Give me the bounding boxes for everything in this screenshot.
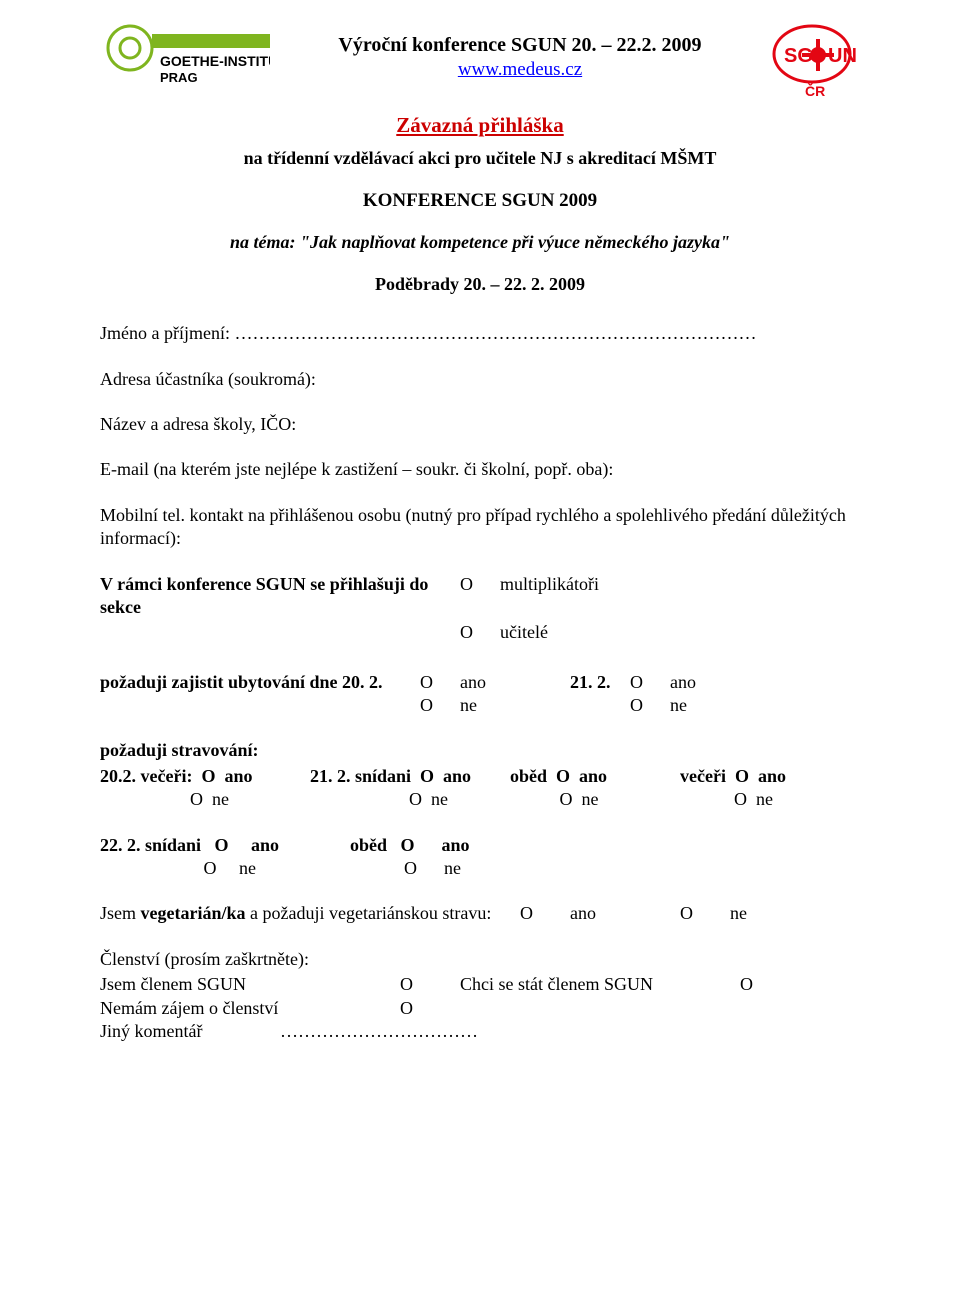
field-email: E-mail (na kterém jste nejlépe k zastiže… [100, 458, 860, 481]
strav-20-veceri-ne[interactable]: O ne [100, 788, 310, 811]
membership-row1: Jsem členem SGUN O Chci se stát členem S… [100, 973, 860, 996]
svg-text:ČR: ČR [805, 82, 825, 99]
svg-text:GOETHE-INSTITUT: GOETHE-INSTITUT [160, 53, 270, 69]
ubytovani-row1: požaduji zajistit ubytování dne 20. 2. O… [100, 671, 860, 694]
field-adresa: Adresa účastníka (soukromá): [100, 368, 860, 391]
veg-pre: Jsem [100, 903, 141, 923]
conference-theme: na téma: "Jak naplňovat kompetence při v… [100, 231, 860, 254]
strav-21-snidani-ano[interactable]: 21. 2. snídani O ano [310, 765, 510, 788]
sekce-o2[interactable]: O [460, 621, 500, 644]
memb-r1: Chci se stát členem SGUN [460, 973, 740, 996]
strav-22-snidani-ano[interactable]: 22. 2. snídani O ano [100, 834, 350, 857]
conference-dates: Poděbrady 20. – 22. 2. 2009 [100, 273, 860, 296]
sekce-label: V rámci konference SGUN se přihlašuji do… [100, 573, 460, 620]
strav-20-veceri-ano[interactable]: 20.2. večeři: O ano [100, 765, 310, 788]
strav-21-obed-ano[interactable]: oběd O ano [510, 765, 680, 788]
strav-r2b: O ne O ne [100, 857, 860, 880]
memb-other: Jiný komentář [100, 1020, 280, 1043]
veg-row: Jsem vegetarián/ka a požaduji vegetarián… [100, 902, 860, 925]
membership-header: Členství (prosím zaškrtněte): [100, 948, 860, 971]
veg-o-ano[interactable]: O [520, 902, 570, 925]
veg-label: Jsem vegetarián/ka a požaduji vegetarián… [100, 902, 520, 925]
page-header: GOETHE-INSTITUT PRAG Výroční konference … [100, 22, 860, 102]
sekce-opt2: učitelé [500, 621, 640, 644]
memb-l1: Jsem členem SGUN [100, 973, 400, 996]
ub-ano1: ano [460, 671, 570, 694]
ub-ano2: ano [670, 671, 780, 694]
strav-22-obed-ano[interactable]: oběd O ano [350, 834, 550, 857]
sekce-o1[interactable]: O [460, 573, 500, 620]
field-skola: Název a adresa školy, IČO: [100, 413, 860, 436]
stravovani-header: požaduji stravování: [100, 739, 860, 762]
ubytovani-row2: O ne O ne [100, 694, 860, 717]
subtitle: na třídenní vzdělávací akci pro učitele … [100, 147, 860, 170]
membership-row2: Nemám zájem o členství O [100, 997, 860, 1020]
strav-21-snidani-ne[interactable]: O ne [310, 788, 510, 811]
ub-ne2: ne [670, 694, 780, 717]
ub-o3[interactable]: O [630, 671, 670, 694]
field-mobil: Mobilní tel. kontakt na přihlášenou osob… [100, 504, 860, 551]
strav-r1b: O ne O ne O ne O ne [100, 788, 860, 811]
ub-o2[interactable]: O [420, 694, 460, 717]
dotfill [230, 323, 757, 343]
strav-21-veceri-ano[interactable]: večeři O ano [680, 765, 830, 788]
ubytovani-label2: 21. 2. [570, 671, 630, 694]
veg-ne: ne [730, 902, 790, 925]
sgun-logo: SG UN ČR [770, 22, 860, 102]
sekce-opt1: multiplikátoři [500, 573, 640, 620]
conference-name: KONFERENCE SGUN 2009 [100, 189, 860, 214]
sekce-row-1: V rámci konference SGUN se přihlašuji do… [100, 573, 860, 620]
membership-row3: Jiný komentář …………………………… [100, 1020, 860, 1043]
memb-l2: Nemám zájem o členství [100, 997, 400, 1020]
ub-o1[interactable]: O [420, 671, 460, 694]
veg-o-ne[interactable]: O [680, 902, 730, 925]
goethe-institut-logo: GOETHE-INSTITUT PRAG [100, 22, 270, 92]
svg-text:PRAG: PRAG [160, 70, 198, 85]
veg-bold: vegetarián/ka [141, 903, 246, 923]
strav-22-obed-ne[interactable]: O ne [350, 857, 550, 880]
memb-o1[interactable]: O [400, 973, 460, 996]
sekce-row-2: O učitelé [100, 621, 860, 644]
header-link[interactable]: www.medeus.cz [458, 59, 582, 80]
header-center: Výroční konference SGUN 20. – 22.2. 2009… [270, 22, 770, 83]
strav-r2a: 22. 2. snídani O ano oběd O ano [100, 834, 860, 857]
svg-text:UN: UN [828, 45, 857, 67]
strav-22-snidani-ne[interactable]: O ne [100, 857, 350, 880]
main-title: Závazná přihláška [100, 112, 860, 139]
memb-o3[interactable]: O [400, 997, 460, 1020]
ub-o4[interactable]: O [630, 694, 670, 717]
memb-o2[interactable]: O [740, 973, 800, 996]
strav-r1a: 20.2. večeři: O ano 21. 2. snídani O ano… [100, 765, 860, 788]
header-title: Výroční konference SGUN 20. – 22.2. 2009 [270, 32, 770, 58]
ubytovani-label: požaduji zajistit ubytování dne 20. 2. [100, 671, 420, 694]
ub-ne1: ne [460, 694, 570, 717]
field-jmeno-label: Jméno a příjmení: [100, 323, 230, 343]
memb-dots: …………………………… [280, 1020, 478, 1043]
veg-post: a požaduji vegetariánskou stravu: [246, 903, 492, 923]
strav-21-obed-ne[interactable]: O ne [510, 788, 680, 811]
strav-21-veceri-ne[interactable]: O ne [680, 788, 830, 811]
field-jmeno: Jméno a příjmení: [100, 322, 860, 345]
veg-ano: ano [570, 902, 680, 925]
